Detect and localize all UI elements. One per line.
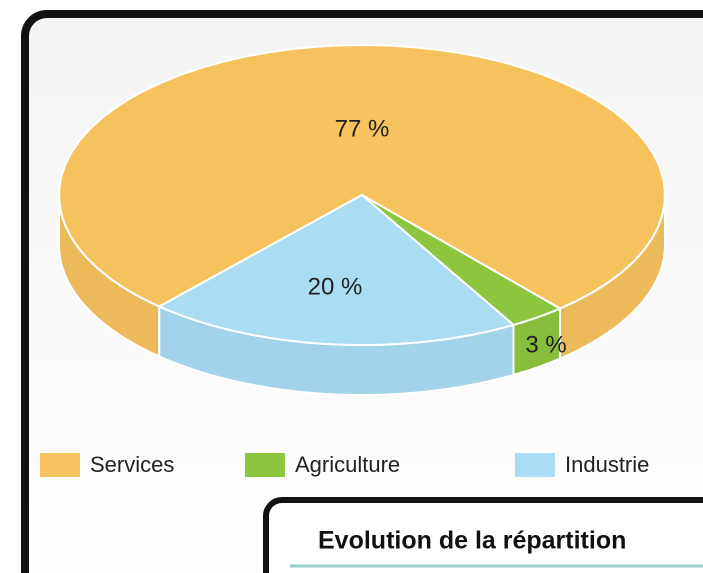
legend-label: Agriculture (295, 452, 400, 477)
inset-title: Evolution de la répartition (318, 527, 626, 555)
data-label: 77 % (335, 115, 390, 142)
pie: 77 % 3 % 20 % (58, 44, 666, 397)
pie-slice (58, 44, 666, 310)
legend-label: Services (90, 452, 174, 477)
pie-slice (361, 194, 563, 327)
legend-swatch (515, 453, 555, 477)
data-label: 20 % (308, 273, 363, 300)
pie-slice (156, 193, 516, 347)
legend-label: Industrie (565, 452, 649, 477)
legend-swatch (245, 453, 285, 477)
legend: Services Agriculture Industrie (40, 452, 649, 477)
inset-panel (263, 497, 703, 573)
legend-swatch (40, 453, 80, 477)
data-label: 3 % (525, 331, 566, 358)
